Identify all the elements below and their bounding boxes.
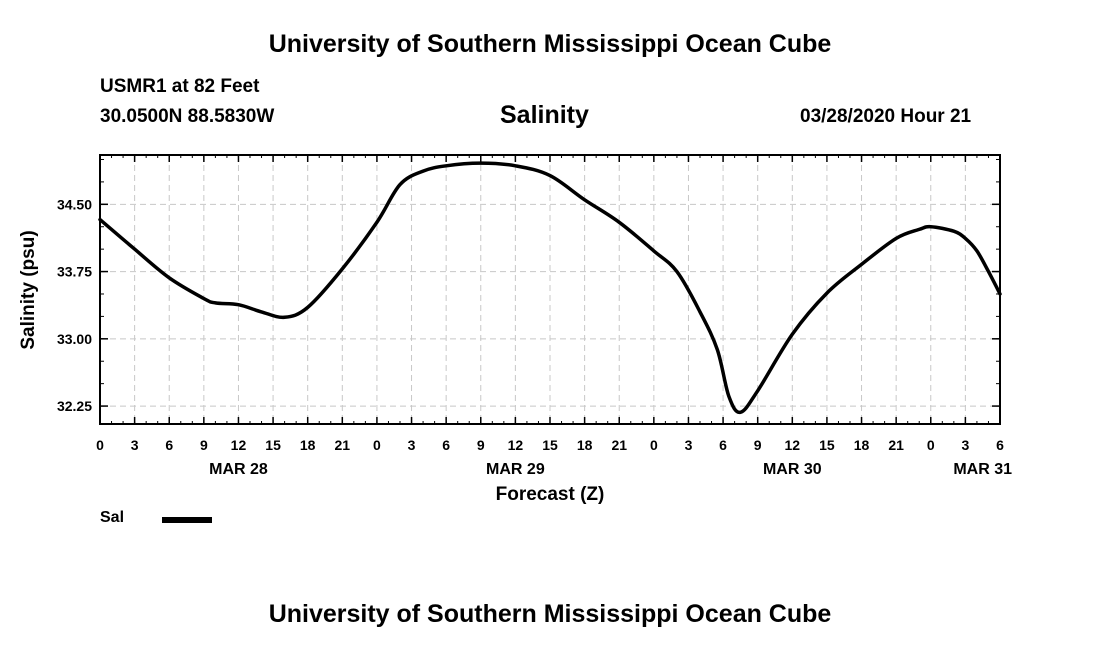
station-label: USMR1 at 82 Feet: [100, 76, 260, 97]
forecast-timestamp: 03/28/2020 Hour 21: [800, 106, 972, 127]
axis-labels: 32.25 33.00 33.75 34.50 0 3 6 9 12 15 18 21 0 3 6 9 12 15…: [57, 196, 1012, 478]
grid-lines: [100, 155, 1000, 424]
x-tick-label: 0: [373, 437, 381, 453]
x-tick-label: 9: [754, 437, 762, 453]
x-date-label: MAR 28: [209, 461, 268, 478]
chart-title: Salinity: [500, 101, 589, 129]
x-tick-label: 21: [335, 437, 351, 453]
x-date-label: MAR 30: [763, 461, 822, 478]
x-tick-label: 6: [996, 437, 1004, 453]
salinity-chart: 32.25 33.00 33.75 34.50 0 3 6 9 12 15 18 21 0 3 6 9 12 15…: [18, 154, 1012, 505]
x-tick-label: 3: [408, 437, 416, 453]
x-date-label: MAR 29: [486, 461, 545, 478]
x-tick-label: 9: [200, 437, 208, 453]
legend-line-swatch: [162, 517, 212, 523]
y-tick-label: 33.75: [57, 264, 92, 280]
x-tick-label: 6: [165, 437, 173, 453]
x-tick-label: 18: [854, 437, 870, 453]
x-tick-label: 6: [442, 437, 450, 453]
x-tick-label: 3: [685, 437, 693, 453]
x-tick-label: 15: [265, 437, 281, 453]
y-axis-label: Salinity (psu): [18, 230, 39, 349]
x-tick-label: 0: [96, 437, 104, 453]
x-tick-label: 12: [785, 437, 801, 453]
y-tick-label: 34.50: [57, 196, 92, 212]
x-tick-label: 9: [477, 437, 485, 453]
x-tick-label: 12: [231, 437, 247, 453]
x-tick-label: 21: [888, 437, 904, 453]
axis-ticks: [99, 155, 1001, 424]
x-tick-label: 18: [577, 437, 593, 453]
series-line-sal: [98, 161, 1002, 415]
series-layer: [98, 161, 1002, 415]
chart-footer-title: University of Southern Mississippi Ocean…: [268, 600, 832, 628]
x-tick-label: 21: [611, 437, 627, 453]
x-tick-label: 3: [131, 437, 139, 453]
x-tick-label: 15: [819, 437, 835, 453]
y-tick-label: 32.25: [57, 398, 92, 414]
y-tick-label: 33.00: [57, 331, 92, 347]
x-tick-label: 0: [927, 437, 935, 453]
x-date-label: MAR 31: [953, 461, 1012, 478]
x-tick-label: 18: [300, 437, 316, 453]
x-tick-label: 12: [508, 437, 524, 453]
chart-header-title: University of Southern Mississippi Ocean…: [268, 30, 832, 58]
x-tick-label: 3: [961, 437, 969, 453]
x-axis-label: Forecast (Z): [496, 484, 605, 505]
station-coordinates: 30.0500N 88.5830W: [100, 106, 275, 127]
legend-label: Sal: [100, 509, 125, 526]
x-tick-label: 6: [719, 437, 727, 453]
x-tick-label: 0: [650, 437, 658, 453]
x-tick-label: 15: [542, 437, 558, 453]
